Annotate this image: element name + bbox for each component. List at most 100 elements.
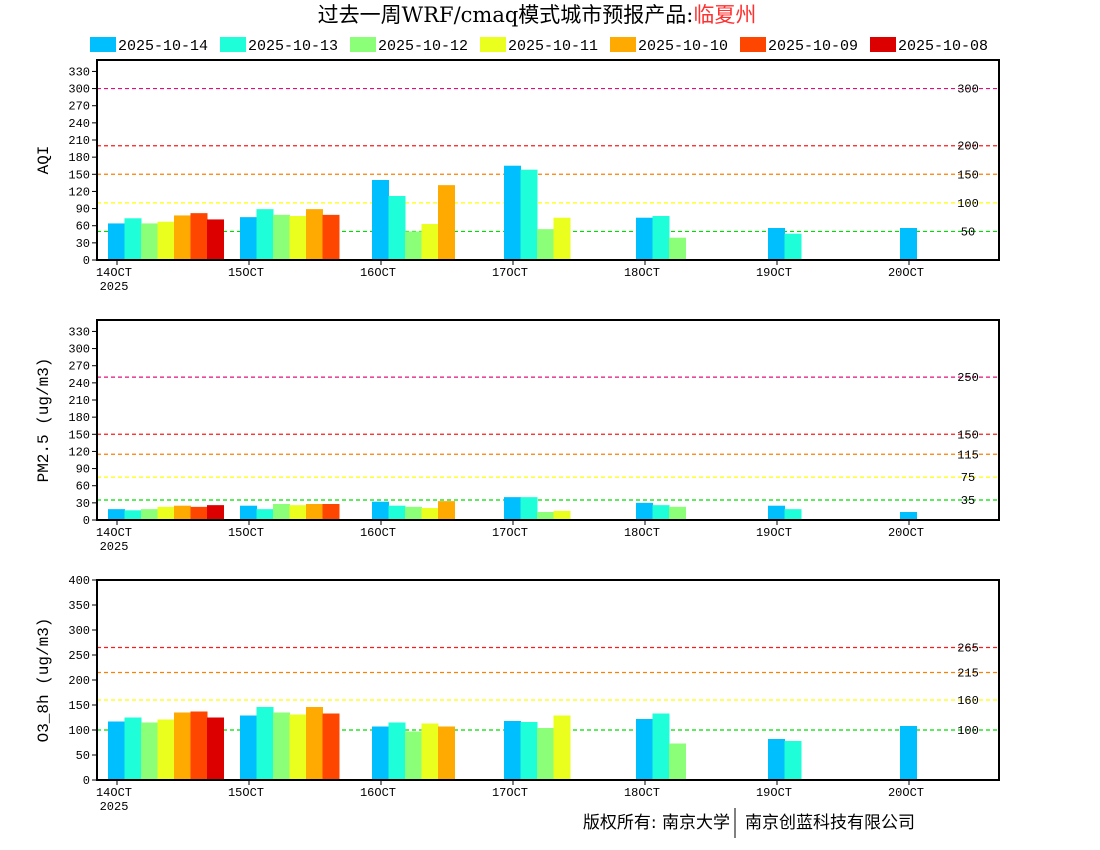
bar xyxy=(388,505,406,520)
y-tick-label: 250 xyxy=(68,649,90,663)
bar xyxy=(421,723,439,780)
bar xyxy=(273,504,290,520)
bar xyxy=(636,217,653,260)
y-tick-label: 150 xyxy=(68,168,90,182)
chart-panels: 3002001501005003060901201501802102402703… xyxy=(35,59,1000,814)
plot-frame xyxy=(96,319,1000,521)
x-tick-label: 17OCT xyxy=(492,266,528,280)
legend-item: 2025-10-09 xyxy=(740,37,858,55)
bar xyxy=(504,165,521,260)
bar xyxy=(256,209,274,260)
x-tick-label: 19OCT xyxy=(756,266,792,280)
bar xyxy=(405,731,422,780)
bar xyxy=(190,213,208,260)
bar xyxy=(306,707,323,780)
bar xyxy=(372,501,389,520)
bar xyxy=(124,510,142,520)
x-tick-label: 16OCT xyxy=(360,266,396,280)
bar xyxy=(174,215,191,260)
bar xyxy=(784,741,802,780)
bar xyxy=(372,726,389,780)
threshold-label: 100 xyxy=(957,197,979,211)
legend-swatch xyxy=(480,37,506,52)
y-tick-label: 300 xyxy=(68,624,90,638)
threshold-label: 300 xyxy=(957,83,979,97)
bar xyxy=(207,505,224,520)
y-tick-label: 300 xyxy=(68,343,90,357)
legend-label: 2025-10-13 xyxy=(248,38,338,55)
title-city: 临夏州 xyxy=(693,3,756,27)
x-tick-label: 16OCT xyxy=(360,786,396,800)
bar xyxy=(405,506,422,520)
footer-company: 南京创蓝科技有限公司 xyxy=(745,813,915,833)
bar xyxy=(900,228,917,260)
x-year-label: 2025 xyxy=(100,800,129,814)
x-tick-label: 15OCT xyxy=(228,526,264,540)
bar xyxy=(537,512,554,520)
y-tick-label: 330 xyxy=(68,325,90,339)
bar xyxy=(553,217,571,260)
bar xyxy=(520,169,538,260)
bar xyxy=(669,743,686,780)
bar xyxy=(388,722,406,780)
legend-label: 2025-10-10 xyxy=(638,38,728,55)
bar xyxy=(306,504,323,520)
bar xyxy=(289,505,307,520)
threshold-label: 265 xyxy=(957,642,979,656)
y-tick-label: 120 xyxy=(68,185,90,199)
bar xyxy=(322,214,340,260)
y-tick-label: 30 xyxy=(76,237,90,251)
bar xyxy=(256,707,274,780)
y-tick-label: 180 xyxy=(68,151,90,165)
threshold-label: 115 xyxy=(957,448,979,462)
bar xyxy=(438,501,455,520)
bar xyxy=(669,506,686,520)
bar xyxy=(240,715,257,780)
bar xyxy=(520,722,538,780)
legend-label: 2025-10-09 xyxy=(768,38,858,55)
threshold-label: 50 xyxy=(961,225,975,239)
y-tick-label: 240 xyxy=(68,117,90,131)
x-tick-label: 16OCT xyxy=(360,526,396,540)
bar xyxy=(652,505,670,520)
footer: 版权所有: 南京大学 南京创蓝科技有限公司 xyxy=(583,808,915,838)
bar xyxy=(240,505,257,520)
bar xyxy=(669,237,686,260)
bar xyxy=(421,508,439,520)
title-main: 过去一周WRF/cmaq模式城市预报产品: xyxy=(318,3,694,27)
threshold-label: 160 xyxy=(957,694,979,708)
bar xyxy=(207,717,224,780)
bar xyxy=(504,497,521,520)
threshold-label: 215 xyxy=(957,667,979,681)
y-tick-label: 50 xyxy=(76,749,90,763)
y-tick-label: 0 xyxy=(83,514,90,528)
bar xyxy=(157,506,175,520)
bar xyxy=(289,714,307,780)
chart-panel-1: 250 150 115 75 35 0 30 60 90 120 150 180 210 240 270 30… xyxy=(35,319,1000,554)
chart-title: 过去一周WRF/cmaq模式城市预报产品:临夏州 xyxy=(318,3,757,27)
y-tick-label: 100 xyxy=(68,724,90,738)
chart-panel-2: 265 215 160 100 0 50 100 150 200 250 300 350 400 14OC… xyxy=(35,574,1000,814)
x-tick-label: 14OCT xyxy=(96,786,132,800)
x-tick-label: 17OCT xyxy=(492,786,528,800)
x-tick-label: 14OCT xyxy=(96,526,132,540)
y-tick-label: 330 xyxy=(68,65,90,79)
bar xyxy=(141,223,158,260)
y-tick-label: 30 xyxy=(76,497,90,511)
bar xyxy=(537,229,554,260)
x-tick-label: 15OCT xyxy=(228,786,264,800)
y-tick-label: 120 xyxy=(68,445,90,459)
y-tick-label: 150 xyxy=(68,699,90,713)
legend-item: 2025-10-10 xyxy=(610,37,728,55)
bar xyxy=(108,223,125,260)
x-tick-label: 20OCT xyxy=(888,526,924,540)
chart-panel-0: 300 200 150 100 50 0 30 60 90 120 150 180 210 240 270 3… xyxy=(35,59,1000,294)
legend-swatch xyxy=(220,37,246,52)
bar xyxy=(289,216,307,260)
legend-swatch xyxy=(350,37,376,52)
bar xyxy=(273,214,290,260)
bar xyxy=(900,726,917,780)
bar xyxy=(174,712,191,780)
bar xyxy=(174,505,191,520)
